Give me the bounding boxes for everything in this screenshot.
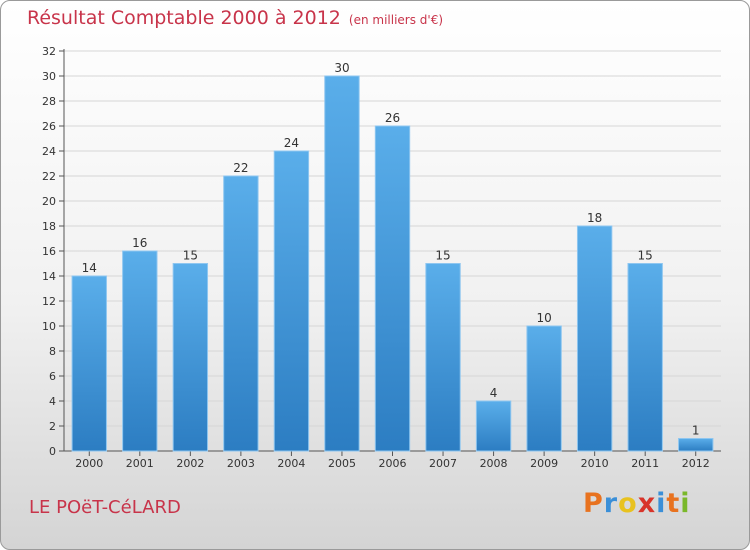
x-tick-label-2009: 2009: [530, 457, 558, 470]
data-label-2010: 18: [587, 211, 602, 225]
y-tick-label: 18: [42, 220, 56, 233]
data-label-2001: 16: [132, 236, 147, 250]
y-tick-label: 20: [42, 195, 56, 208]
y-tick-label: 12: [42, 295, 56, 308]
logo-letter: r: [603, 488, 619, 519]
y-tick-label: 32: [42, 45, 56, 58]
chart-title: Résultat Comptable 2000 à 2012 (en millie…: [27, 7, 443, 29]
data-label-2012: 1: [692, 424, 700, 438]
bar-2002: [172, 263, 209, 452]
logo-letter: i: [656, 488, 667, 519]
y-tick-label: 4: [49, 395, 56, 408]
x-tick-label-2006: 2006: [379, 457, 407, 470]
data-label-2000: 14: [82, 261, 97, 275]
y-tick-label: 28: [42, 95, 56, 108]
data-label-2002: 15: [183, 249, 198, 263]
x-tick-label-2012: 2012: [682, 457, 710, 470]
data-label-2008: 4: [490, 386, 498, 400]
bar-2003: [223, 175, 259, 452]
bar-2009: [526, 325, 562, 452]
bar-2005: [324, 75, 360, 452]
y-tick-label: 8: [49, 345, 56, 358]
bar-2012: [678, 438, 714, 452]
bar-2010: [576, 225, 613, 452]
y-tick-label: 30: [42, 70, 56, 83]
y-tick-label: 6: [49, 370, 56, 383]
bar-2001: [122, 250, 158, 452]
x-tick-label-2000: 2000: [75, 457, 103, 470]
commune-name: LE POëT-CéLARD: [29, 497, 181, 518]
data-label-2011: 15: [638, 249, 653, 263]
data-label-2009: 10: [536, 311, 551, 325]
x-tick-label-2002: 2002: [176, 457, 204, 470]
bar-2004: [273, 150, 310, 452]
data-label-2007: 15: [435, 249, 450, 263]
data-label-2005: 30: [334, 61, 349, 75]
x-tick-label-2007: 2007: [429, 457, 457, 470]
x-tick-label-2005: 2005: [328, 457, 356, 470]
logo-letter: x: [637, 488, 657, 519]
bars: [71, 75, 714, 452]
logo-letter: t: [666, 488, 681, 519]
x-tick-label-2004: 2004: [277, 457, 305, 470]
x-tick-label-2010: 2010: [581, 457, 609, 470]
y-tick-label: 0: [49, 445, 56, 458]
data-labels: 14 16 15 22 24 30 26 15 4 10 18 15 1: [82, 61, 700, 438]
x-tick-label-2003: 2003: [227, 457, 255, 470]
y-tick-label: 16: [42, 245, 56, 258]
bar-2007: [425, 263, 461, 452]
bar-2006: [374, 125, 411, 452]
logo-letter: P: [583, 488, 604, 519]
x-tick-label-2001: 2001: [126, 457, 154, 470]
bar-2000: [71, 275, 107, 452]
y-tick-label: 14: [42, 270, 56, 283]
data-label-2004: 24: [284, 136, 299, 150]
y-tick-label: 10: [42, 320, 56, 333]
y-tick-label: 2: [49, 420, 56, 433]
bar-2008: [475, 400, 512, 452]
logo-letter: i: [680, 488, 691, 519]
chart-title-text: Résultat Comptable 2000 à 2012: [27, 7, 341, 29]
bar-2011: [627, 263, 663, 452]
chart-subtitle: (en milliers d'€): [348, 13, 444, 27]
y-tick-label: 24: [42, 145, 56, 158]
y-tick-label: 22: [42, 170, 56, 183]
proxiti-logo: Proxiti: [583, 488, 691, 519]
y-tick-label: 26: [42, 120, 56, 133]
data-label-2003: 22: [233, 161, 248, 175]
logo-letter: o: [618, 488, 638, 519]
data-label-2006: 26: [385, 111, 400, 125]
x-tick-label-2008: 2008: [480, 457, 508, 470]
x-tick-label-2011: 2011: [631, 457, 659, 470]
